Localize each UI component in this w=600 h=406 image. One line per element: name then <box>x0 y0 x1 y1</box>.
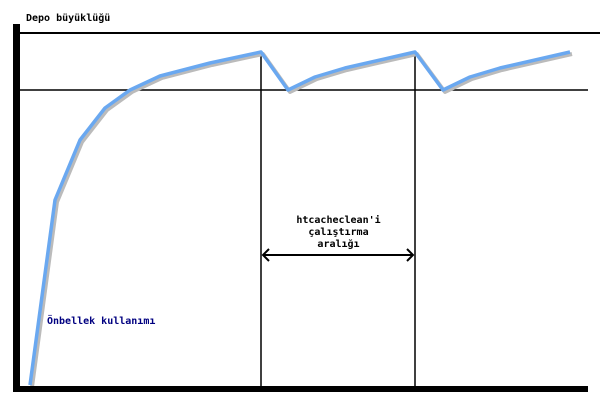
arrow-left-icon <box>261 248 270 262</box>
y-axis-label: Depo büyüklüğü <box>26 13 111 24</box>
cache-usage-curve <box>28 50 571 386</box>
x-axis <box>13 386 588 392</box>
arrow-right-icon <box>406 248 415 262</box>
interval-label-2: çalıştırma <box>308 227 369 238</box>
y-axis <box>13 24 20 392</box>
curve-label: Önbellek kullanımı <box>47 316 156 327</box>
interval-label-1: htcacheclean'i <box>296 215 381 226</box>
interval-label-3: aralığı <box>317 239 360 250</box>
